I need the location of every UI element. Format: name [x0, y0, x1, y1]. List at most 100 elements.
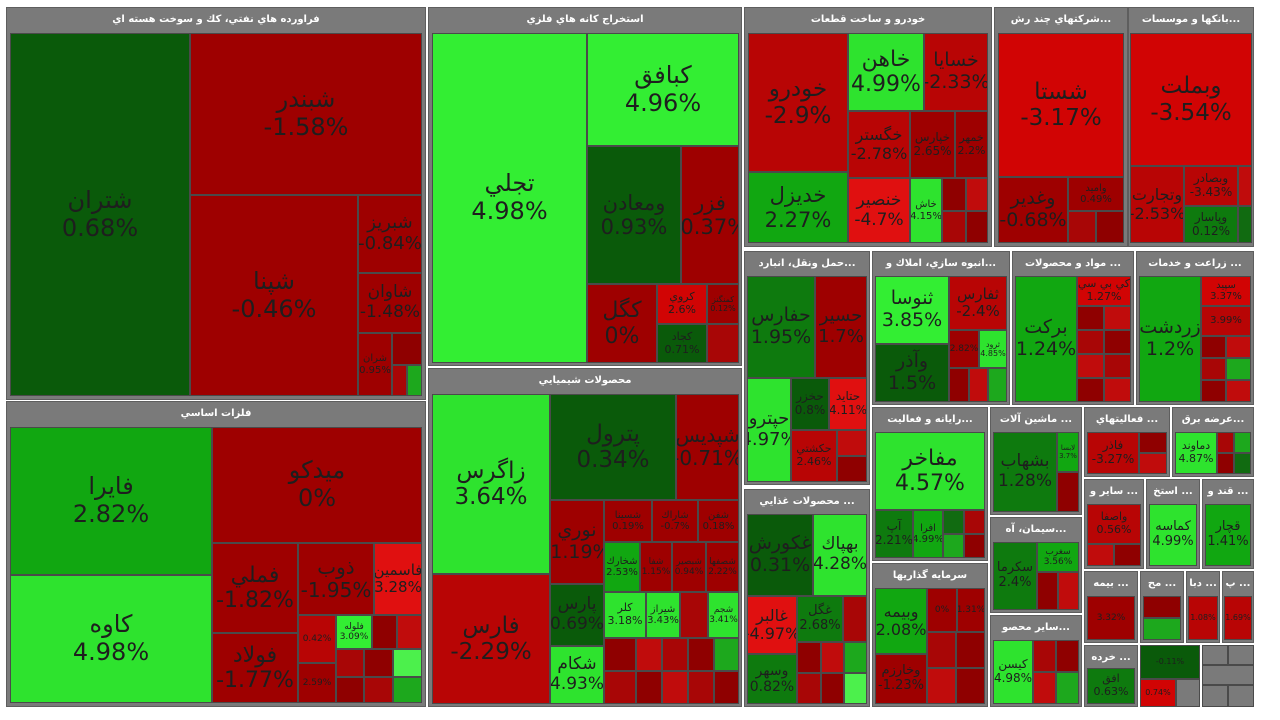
stock-tile-small[interactable]: [1057, 472, 1079, 512]
stock-tile[interactable]: سپيد 3.37%: [1201, 276, 1251, 306]
stock-tile-small[interactable]: [1096, 211, 1124, 243]
stock-tile[interactable]: شران 0.95%: [358, 333, 392, 396]
stock-tile-small[interactable]: [1077, 330, 1104, 354]
stock-tile[interactable]: شتران 0.68%: [10, 33, 190, 396]
stock-tile[interactable]: ومعادن 0.93%: [587, 146, 681, 284]
stock-tile-small[interactable]: [942, 211, 966, 243]
stock-tile-small[interactable]: [966, 178, 988, 211]
stock-tile[interactable]: 3.32%: [1087, 596, 1135, 640]
stock-tile-small[interactable]: [964, 534, 985, 558]
stock-tile[interactable]: حپترو 4.97%: [747, 378, 791, 482]
stock-tile-small[interactable]: [1226, 380, 1251, 402]
stock-tile[interactable]: خمهر 2.2%: [955, 111, 988, 178]
stock-tile[interactable]: غالبر -4.97%: [747, 596, 797, 654]
stock-tile-small[interactable]: [1033, 672, 1056, 704]
stock-tile[interactable]: 2.59%: [298, 663, 336, 703]
stock-tile[interactable]: شصفها 2.22%: [706, 542, 739, 592]
stock-tile-small[interactable]: [1077, 306, 1104, 330]
stock-tile[interactable]: 1.69%: [1224, 596, 1252, 640]
stock-tile[interactable]: فولاد -1.77%: [212, 633, 298, 703]
stock-tile-small[interactable]: [393, 649, 422, 677]
stock-tile-small[interactable]: [1143, 618, 1181, 640]
stock-tile[interactable]: شفا 1.15%: [640, 542, 672, 592]
stock-tile[interactable]: دماوند 4.87%: [1175, 432, 1217, 474]
stock-tile[interactable]: ثرود 4.85%: [979, 330, 1007, 368]
stock-tile[interactable]: فلوله 3.09%: [336, 615, 372, 649]
stock-tile[interactable]: شبصير 0.94%: [672, 542, 706, 592]
stock-tile-small[interactable]: [1139, 432, 1167, 453]
stock-tile-small[interactable]: [1058, 572, 1079, 610]
stock-tile-small[interactable]: [1104, 306, 1131, 330]
stock-tile[interactable]: كمنگنز 0.12%: [707, 284, 739, 324]
stock-tile[interactable]: غكورش 0.31%: [747, 514, 813, 596]
stock-tile[interactable]: وتجارت -2.53%: [1130, 166, 1184, 243]
stock-tile[interactable]: خاهن 4.99%: [848, 33, 924, 111]
stock-tile[interactable]: خنصير -4.7%: [848, 178, 910, 243]
stock-tile[interactable]: كاوه 4.98%: [10, 575, 212, 703]
stock-tile[interactable]: فملي -1.82%: [212, 543, 298, 633]
stock-tile[interactable]: حكشتي 2.46%: [791, 430, 837, 482]
stock-tile[interactable]: افرا 4.99%: [913, 510, 943, 558]
stock-tile[interactable]: شاوان -1.48%: [358, 273, 422, 333]
stock-tile[interactable]: خاش 4.15%: [910, 178, 942, 243]
stock-tile-small[interactable]: [821, 642, 844, 673]
stock-tile-small[interactable]: [604, 638, 636, 671]
stock-tile-small[interactable]: [372, 615, 397, 649]
stock-tile[interactable]: شيراز 3.43%: [646, 592, 680, 638]
stock-tile[interactable]: خديزل 2.27%: [748, 172, 848, 243]
stock-tile[interactable]: كروي 2.6%: [657, 284, 707, 324]
stock-tile[interactable]: ميدكو 0%: [212, 427, 422, 543]
stock-tile-small[interactable]: [943, 510, 964, 534]
stock-tile[interactable]: خگستر -2.78%: [848, 111, 910, 178]
stock-tile-small[interactable]: [707, 324, 739, 363]
stock-tile-small[interactable]: [1234, 432, 1251, 453]
stock-tile-small[interactable]: [943, 534, 964, 558]
stock-tile[interactable]: زردشت 1.2%: [1139, 276, 1201, 402]
stock-tile[interactable]: افق 0.63%: [1087, 668, 1135, 704]
stock-tile-small[interactable]: [969, 368, 988, 402]
stock-tile-small[interactable]: [927, 668, 956, 704]
stock-tile[interactable]: 0.42%: [298, 615, 336, 663]
stock-tile[interactable]: وغدير -0.68%: [998, 177, 1068, 243]
stock-tile-small[interactable]: [1143, 596, 1181, 618]
stock-tile-small[interactable]: [821, 673, 844, 704]
stock-tile[interactable]: خودرو -2.9%: [748, 33, 848, 172]
stock-tile-small[interactable]: [1077, 354, 1104, 378]
stock-tile[interactable]: پارس 0.69%: [550, 584, 604, 646]
stock-tile[interactable]: حسير 1.7%: [815, 276, 867, 378]
stock-tile-small[interactable]: [364, 649, 393, 677]
stock-tile-small[interactable]: [844, 642, 867, 673]
stock-tile-small[interactable]: [1068, 211, 1096, 243]
stock-tile[interactable]: كلر 3.18%: [604, 592, 646, 638]
stock-tile-small[interactable]: [1114, 544, 1141, 566]
stock-tile-small[interactable]: [662, 671, 688, 704]
stock-tile[interactable]: سغرب 3.56%: [1037, 542, 1079, 572]
stock-tile-small[interactable]: [392, 365, 407, 396]
stock-tile[interactable]: كجاد 0.71%: [657, 324, 707, 363]
stock-tile-small[interactable]: [1139, 453, 1167, 474]
stock-tile[interactable]: وبيمه 2.08%: [875, 588, 927, 654]
stock-tile[interactable]: سكرما 2.4%: [993, 542, 1037, 610]
stock-tile-small[interactable]: [1056, 640, 1079, 672]
stock-tile-small[interactable]: [988, 368, 1007, 402]
stock-tile[interactable]: پترول 0.34%: [550, 394, 676, 500]
stock-tile-small[interactable]: [662, 638, 688, 671]
stock-tile-small[interactable]: [1201, 358, 1226, 380]
stock-tile[interactable]: فارس -2.29%: [432, 574, 550, 704]
stock-tile[interactable]: ثنوسا 3.85%: [875, 276, 949, 344]
stock-tile-small[interactable]: [964, 510, 985, 534]
stock-tile[interactable]: شبندر -1.58%: [190, 33, 422, 195]
stock-tile[interactable]: وبصادر -3.43%: [1184, 166, 1238, 206]
stock-tile-small[interactable]: [688, 638, 714, 671]
stock-tile-small[interactable]: [1033, 640, 1056, 672]
stock-tile-small[interactable]: [1201, 380, 1226, 402]
stock-tile-small[interactable]: [956, 668, 985, 704]
stock-tile[interactable]: خسايا -2.33%: [924, 33, 988, 111]
stock-tile[interactable]: مفاخر 4.57%: [875, 432, 985, 510]
stock-tile[interactable]: حتايد 4.11%: [829, 378, 867, 430]
stock-tile-small[interactable]: [844, 673, 867, 704]
stock-tile[interactable]: 1.31%: [957, 588, 985, 632]
stock-tile-small[interactable]: [1104, 330, 1131, 354]
stock-tile[interactable]: غگل 2.68%: [797, 596, 843, 642]
stock-tile[interactable]: واميد 0.49%: [1068, 177, 1124, 211]
